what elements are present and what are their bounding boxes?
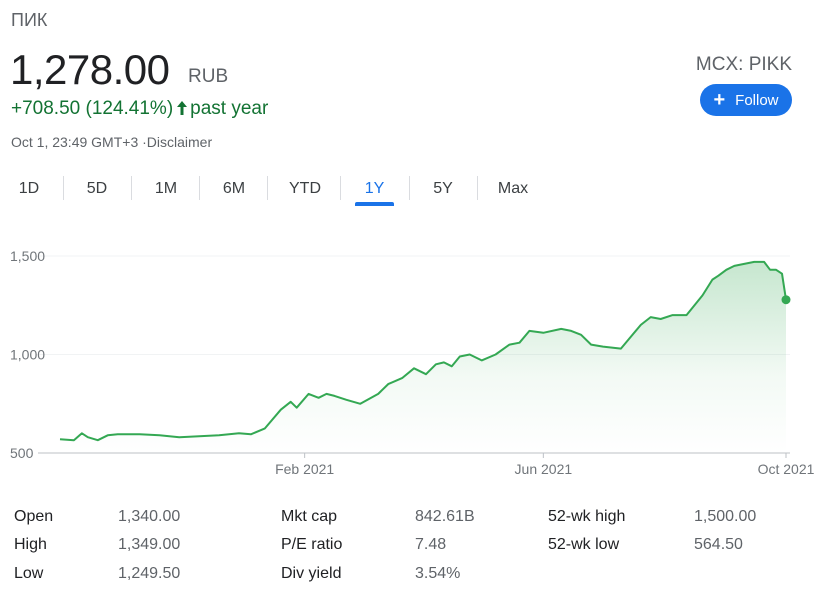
y-tick-label: 1,500 [10, 248, 45, 264]
last-price-point [781, 295, 791, 305]
tab-1d[interactable]: 1D [18, 180, 40, 197]
tab-divider [409, 176, 410, 200]
x-tick-label: Jun 2021 [515, 461, 573, 477]
stat-value: 1,349.00 [118, 536, 181, 553]
price-area-fill [60, 261, 786, 453]
tab-5y[interactable]: 5Y [433, 180, 453, 197]
price-line [59, 260, 787, 442]
stat-label: Div yield [281, 565, 342, 582]
y-tick-label: 500 [10, 445, 34, 461]
tab-divider [340, 176, 341, 200]
currency-code: RUB [188, 66, 229, 87]
arrow-up-icon [176, 99, 188, 115]
y-tick-label: 1,000 [10, 347, 45, 363]
tab-divider [199, 176, 200, 200]
stat-value: 1,249.50 [118, 565, 181, 582]
stat-label: Mkt cap [281, 508, 338, 525]
company-name: ПИК [11, 10, 48, 30]
tab-6m[interactable]: 6M [222, 180, 246, 197]
exchange-ticker: MCX: PIKK [695, 54, 792, 75]
stat-label: Low [14, 565, 44, 582]
tab-divider [63, 176, 64, 200]
tab-1m[interactable]: 1M [154, 180, 178, 197]
stat-label: 52-wk low [548, 536, 620, 553]
tab-divider [477, 176, 478, 200]
time-range-tabs: 1D 5D 1M 6M YTD 1Y 5Y Max [0, 172, 827, 206]
stat-label: P/E ratio [281, 536, 343, 553]
stat-label: High [14, 536, 47, 553]
change-period: past year [190, 98, 269, 119]
key-stats: Open 1,340.00 High 1,349.00 Low 1,249.50… [0, 500, 827, 600]
tab-5d[interactable]: 5D [86, 180, 108, 197]
price-chart[interactable]: 500 1,000 1,500 Feb 2021 Jun 2021 Oct 2021 [0, 230, 827, 482]
change-value: +708.50 (124.41%) [11, 98, 174, 119]
stat-label: Open [14, 508, 54, 525]
follow-label: Follow [735, 91, 779, 109]
x-tick-label: Oct 2021 [758, 461, 815, 477]
follow-button[interactable]: + Follow [700, 84, 792, 116]
price-timestamp: Oct 1, 23:49 GMT+3 ·Disclaimer [11, 134, 213, 150]
stat-value: 842.61B [415, 508, 475, 525]
tab-divider [267, 176, 268, 200]
stat-value: 3.54% [415, 565, 461, 582]
price-change: +708.50 (124.41%) past year [11, 97, 268, 121]
stat-value: 7.48 [415, 536, 447, 553]
tab-max[interactable]: Max [497, 180, 529, 197]
stat-value: 1,500.00 [694, 508, 757, 525]
stat-value: 564.50 [694, 536, 743, 553]
x-tick-label: Feb 2021 [275, 461, 334, 477]
stock-price: 1,278.00 [10, 46, 170, 93]
stat-value: 1,340.00 [118, 508, 181, 525]
tab-ytd[interactable]: YTD [289, 180, 321, 197]
plus-icon: + [713, 89, 726, 111]
stat-label: 52-wk high [548, 508, 626, 525]
tab-1y[interactable]: 1Y [355, 172, 394, 206]
tab-divider [131, 176, 132, 200]
